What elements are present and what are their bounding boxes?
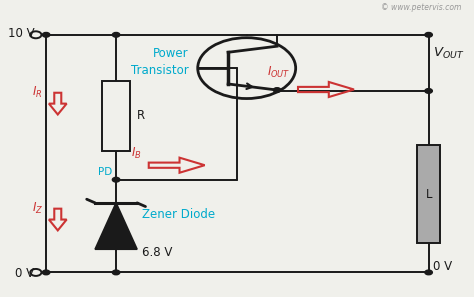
Text: L: L (426, 188, 433, 201)
Text: R: R (137, 109, 145, 122)
Text: Zener Diode: Zener Diode (142, 208, 215, 221)
Circle shape (112, 270, 120, 275)
Text: 6.8 V: 6.8 V (142, 246, 172, 259)
Circle shape (42, 32, 50, 37)
Text: $I_B$: $I_B$ (131, 146, 142, 161)
Text: Power
Transistor: Power Transistor (131, 47, 188, 77)
Text: 0 V: 0 V (433, 260, 452, 273)
Circle shape (42, 270, 50, 275)
Bar (418, 145, 440, 244)
Circle shape (425, 270, 432, 275)
Text: PD: PD (98, 167, 112, 177)
Polygon shape (95, 203, 137, 249)
Text: $I_R$: $I_R$ (32, 85, 43, 100)
Bar (102, 81, 130, 151)
Text: 10 V: 10 V (8, 27, 35, 40)
Circle shape (273, 88, 281, 92)
Text: © www.petervis.com: © www.petervis.com (381, 3, 461, 12)
Text: $I_Z$: $I_Z$ (32, 201, 43, 216)
Circle shape (425, 32, 432, 37)
Circle shape (112, 32, 120, 37)
Text: $I_{OUT}$: $I_{OUT}$ (267, 64, 291, 80)
Text: 0 V: 0 V (15, 267, 35, 280)
Circle shape (425, 89, 432, 93)
Circle shape (112, 177, 120, 182)
Text: $V_{OUT}$: $V_{OUT}$ (433, 46, 465, 61)
